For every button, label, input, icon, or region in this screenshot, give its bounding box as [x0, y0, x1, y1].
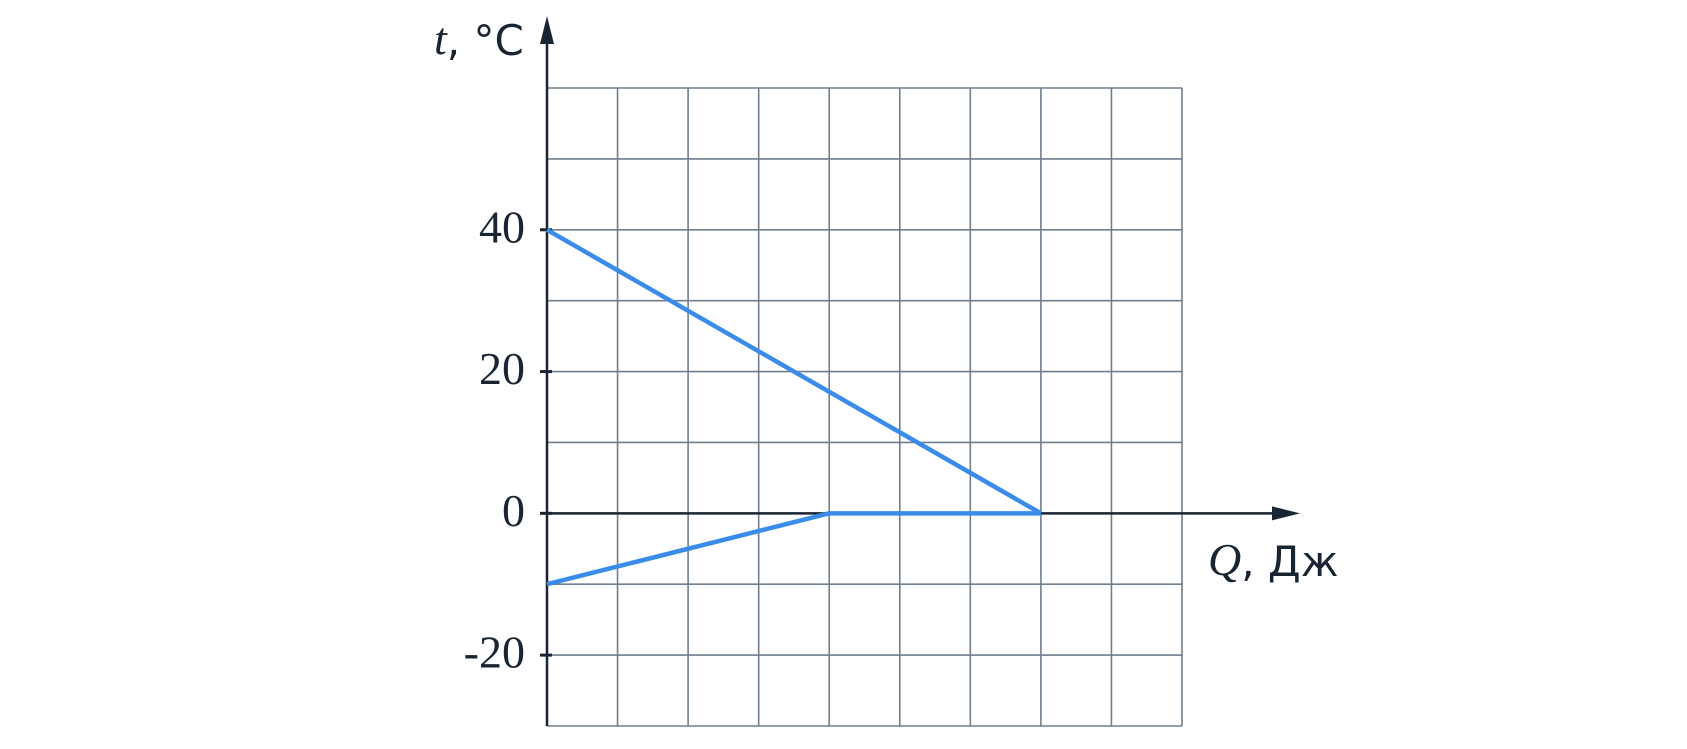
x-axis-arrow: [1272, 506, 1300, 521]
data-line: [546, 511, 1041, 587]
x-axis-unit: , Дж: [1241, 537, 1338, 586]
data-line: [545, 227, 1043, 516]
y-axis-unit: , °C: [447, 16, 524, 65]
y-tick-label: -20: [464, 627, 525, 678]
y-axis-label: t, °C: [434, 13, 524, 65]
x-axis-label: Q, Дж: [1208, 534, 1339, 586]
x-axis-symbol: Q: [1208, 534, 1241, 585]
y-tick-label: 0: [502, 485, 525, 536]
y-tick-label: 40: [479, 201, 525, 252]
y-axis-symbol: t: [434, 13, 448, 64]
y-axis-arrow: [540, 16, 554, 44]
y-tick-label: 20: [479, 343, 525, 394]
